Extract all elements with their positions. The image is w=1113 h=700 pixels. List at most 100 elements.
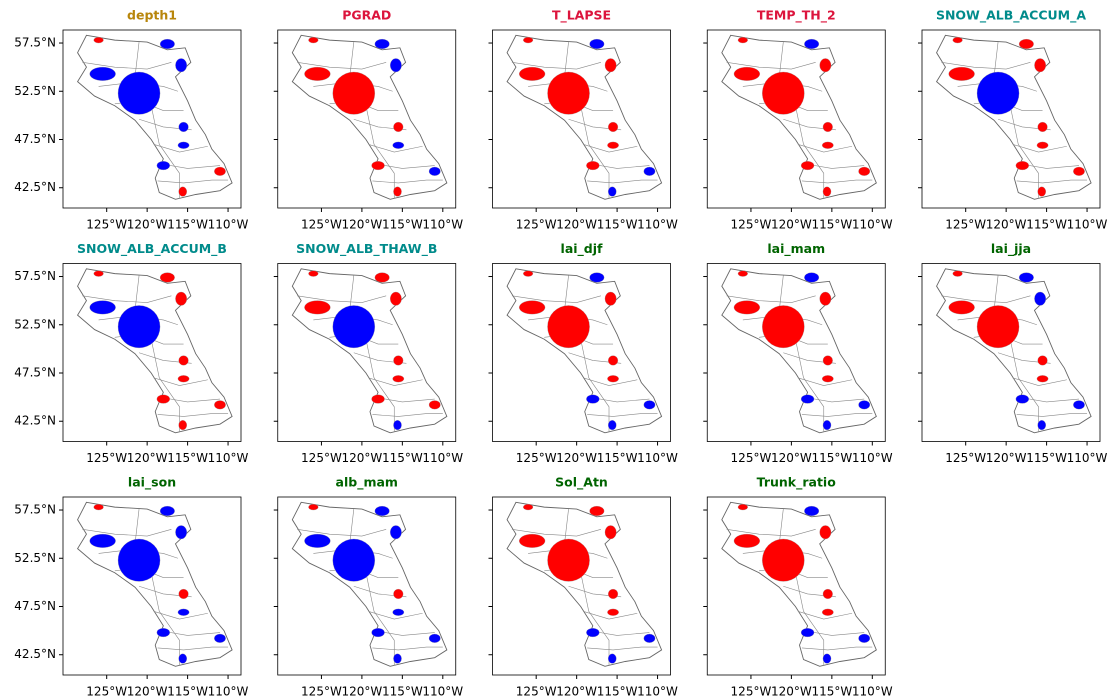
region-fill — [159, 506, 175, 516]
axes-frame — [277, 29, 457, 209]
sub-basin-line — [801, 179, 873, 184]
sub-basin-line — [511, 295, 601, 303]
sub-basin-line — [511, 62, 601, 70]
x-tick-label: 115°W — [382, 451, 423, 465]
region-fill — [976, 305, 1020, 349]
region-fill — [89, 66, 116, 81]
x-tick-label: 115°W — [167, 218, 208, 232]
basin-outline — [506, 34, 663, 200]
sub-basin-line — [153, 144, 208, 153]
y-tick-label: 47.5°N — [14, 599, 56, 613]
sub-basin-line — [1016, 179, 1088, 184]
region-fill — [523, 37, 534, 44]
x-tick-label: 125°W — [731, 685, 772, 697]
region-fill — [159, 272, 175, 283]
region-fill — [607, 375, 619, 383]
x-tick-label: 120°W — [771, 685, 812, 697]
region-fill — [374, 272, 390, 283]
region-fill — [93, 270, 104, 277]
region-fill — [93, 37, 104, 44]
region-fill — [1073, 400, 1085, 410]
x-tick-label: 125°W — [86, 685, 127, 697]
sub-basin-line — [134, 509, 180, 666]
x-tick-label: 110°W — [1067, 218, 1108, 232]
region-fill — [733, 66, 760, 81]
region-fill — [643, 633, 656, 643]
axes-frame — [492, 263, 671, 442]
x-tick-label: 115°W — [597, 451, 638, 465]
sub-basin-line — [82, 295, 172, 303]
panel-title: Trunk_ratio — [757, 475, 837, 491]
y-tick-label: 52.5°N — [14, 317, 56, 331]
x-tick-label: 120°W — [986, 218, 1027, 232]
axes-frame — [921, 263, 1101, 442]
panel-title: T_LAPSE — [552, 8, 611, 24]
sub-basin-line — [372, 413, 443, 417]
axes-frame — [62, 263, 242, 442]
sub-basin-line — [372, 646, 443, 651]
basin-outline — [506, 268, 663, 434]
basin-outline — [76, 501, 233, 667]
x-tick-label: 110°W — [208, 451, 249, 465]
sub-basin-line — [726, 62, 816, 70]
x-tick-label: 125°W — [86, 218, 127, 232]
sub-basin-line — [587, 413, 658, 417]
y-tick-label: 52.5°N — [14, 551, 56, 565]
panel-title: TEMP_TH_2 — [757, 8, 836, 24]
x-tick-label: 110°W — [852, 685, 893, 697]
sub-basin-line — [511, 529, 601, 537]
region-fill — [804, 506, 820, 516]
region-fill — [178, 355, 189, 366]
region-fill — [308, 37, 319, 44]
region-fill — [178, 420, 187, 431]
region-fill — [1037, 186, 1046, 197]
region-fill — [374, 39, 390, 49]
panel-title: Sol_Atn — [555, 475, 608, 491]
region-fill — [821, 375, 834, 383]
region-fill — [762, 538, 805, 582]
region-fill — [643, 400, 656, 410]
region-fill — [948, 66, 975, 81]
region-fill — [821, 608, 834, 616]
panel-title: depth1 — [127, 8, 177, 23]
axes-frame — [62, 29, 242, 209]
region-fill — [393, 186, 402, 197]
region-fill — [519, 300, 546, 315]
y-tick-label: 52.5°N — [14, 84, 56, 98]
panel-title: lai_son — [128, 475, 176, 491]
axes-frame — [492, 496, 671, 676]
x-tick-label: 115°W — [382, 218, 423, 232]
region-fill — [178, 588, 189, 599]
region-fill — [214, 633, 226, 643]
sub-basin-line — [157, 413, 229, 417]
sub-basin-line — [134, 275, 180, 432]
x-tick-label: 125°W — [731, 451, 772, 465]
x-tick-label: 120°W — [986, 451, 1027, 465]
x-tick-label: 125°W — [945, 218, 986, 232]
x-tick-label: 120°W — [127, 451, 168, 465]
region-fill — [175, 58, 187, 73]
x-tick-label: 115°W — [167, 451, 208, 465]
region-fill — [371, 161, 385, 171]
region-fill — [304, 300, 331, 315]
sub-basin-line — [349, 509, 395, 666]
region-fill — [428, 633, 441, 643]
region-fill — [586, 628, 600, 638]
sub-basin-line — [801, 413, 873, 417]
region-fill — [586, 394, 600, 404]
region-fill — [393, 121, 404, 132]
sub-basin-line — [564, 275, 610, 432]
region-fill — [393, 653, 402, 664]
x-tick-label: 115°W — [597, 218, 638, 232]
y-tick-label: 42.5°N — [14, 647, 56, 661]
sub-basin-line — [583, 144, 638, 153]
sub-basin-line — [82, 62, 172, 70]
region-fill — [858, 633, 871, 643]
sub-basin-line — [797, 377, 853, 386]
region-fill — [332, 71, 375, 115]
sub-basin-line — [801, 646, 873, 651]
region-fill — [523, 504, 534, 511]
region-fill — [822, 355, 833, 366]
region-fill — [390, 58, 402, 73]
sub-basin-line — [797, 611, 853, 620]
